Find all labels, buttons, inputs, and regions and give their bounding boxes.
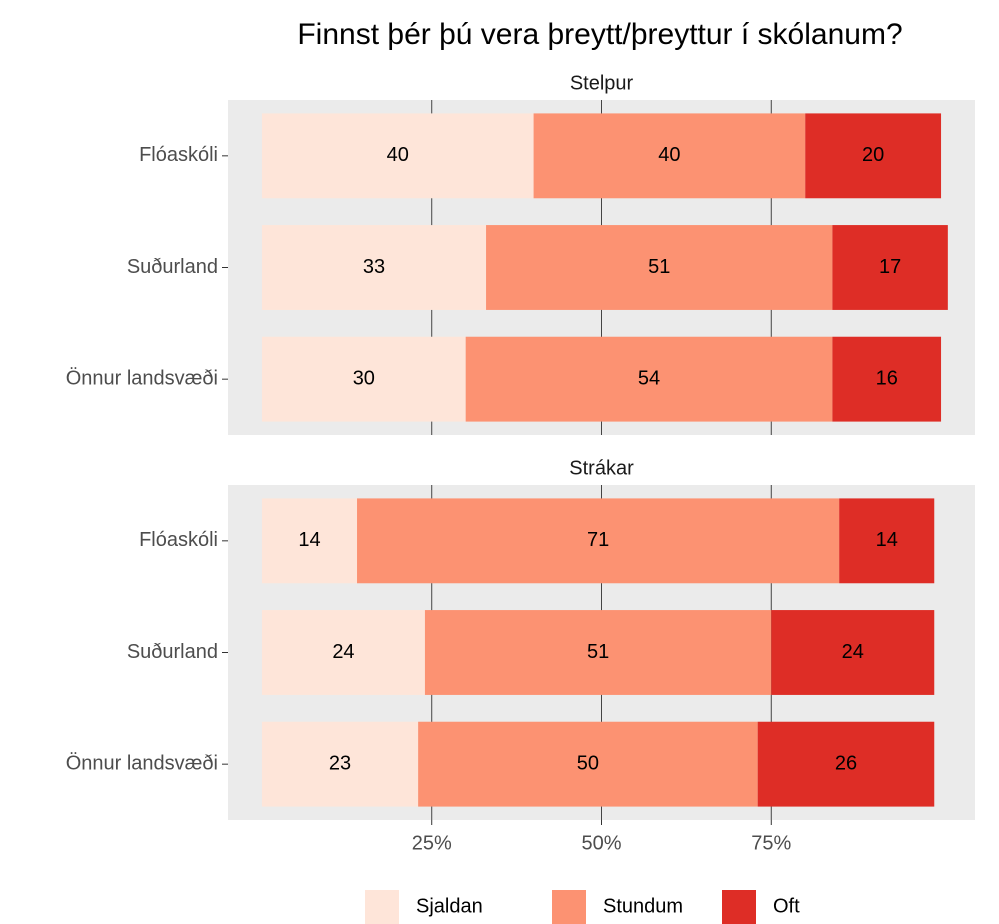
facet-title: Strákar [569, 457, 634, 479]
bar-segment [533, 113, 806, 199]
legend-label: Stundum [603, 895, 683, 917]
legend-label: Sjaldan [416, 895, 483, 917]
facet-title: Stelpur [570, 72, 634, 94]
legend-key [552, 890, 586, 924]
x-tick-label: 75% [751, 832, 791, 854]
y-tick-label: Önnur landsvæði [66, 367, 218, 389]
bar-segment [357, 498, 840, 584]
y-tick-label: Flóaskóli [139, 529, 218, 551]
y-tick-label: Suðurland [127, 641, 218, 663]
bar-segment [832, 336, 942, 422]
data-label: 33 [363, 256, 385, 278]
data-label: 23 [329, 752, 351, 774]
bar-segment [832, 225, 948, 310]
bar-segment [261, 336, 466, 422]
x-tick-label: 25% [412, 832, 452, 854]
data-label: 16 [876, 367, 898, 389]
y-tick-label: Suðurland [127, 256, 218, 278]
bar-segment [418, 721, 758, 807]
legend-key [365, 890, 399, 924]
data-label: 17 [879, 256, 901, 278]
bar-segment [839, 498, 935, 584]
bar-segment [261, 610, 425, 695]
bar-segment [424, 610, 772, 695]
data-label: 14 [298, 529, 320, 551]
bar-segment [261, 225, 487, 310]
data-label: 50 [577, 752, 599, 774]
legend-key [722, 890, 756, 924]
data-label: 51 [648, 256, 670, 278]
chart-title: Finnst þér þú vera þreytt/þreyttur í skó… [297, 18, 902, 51]
data-label: 20 [862, 144, 884, 166]
data-label: 24 [842, 641, 864, 663]
data-label: 40 [387, 144, 409, 166]
y-tick-label: Önnur landsvæði [66, 752, 218, 774]
x-tick-label: 50% [581, 832, 621, 854]
bar-segment [486, 225, 833, 310]
bar-segment [805, 113, 942, 199]
bar-segment [261, 721, 419, 807]
data-label: 14 [876, 529, 898, 551]
bar-segment [771, 610, 935, 695]
data-label: 54 [638, 367, 660, 389]
data-label: 51 [587, 641, 609, 663]
data-label: 26 [835, 752, 857, 774]
bar-segment [261, 498, 358, 584]
data-label: 24 [332, 641, 354, 663]
bar-segment [757, 721, 935, 807]
bar-segment [261, 113, 534, 199]
bar-segment [465, 336, 833, 422]
data-label: 40 [658, 144, 680, 166]
data-label: 71 [587, 529, 609, 551]
data-label: 30 [353, 367, 375, 389]
y-tick-label: Flóaskóli [139, 144, 218, 166]
legend-label: Oft [773, 895, 800, 917]
